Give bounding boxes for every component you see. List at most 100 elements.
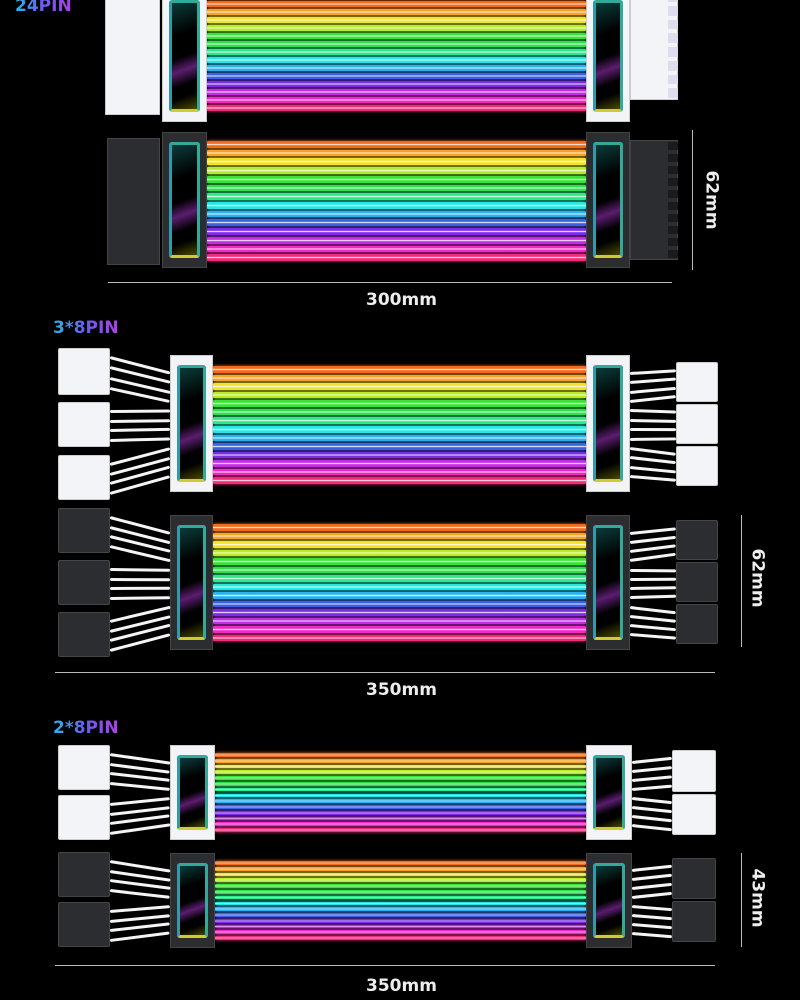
- rgb-stripe: [213, 524, 586, 531]
- pcie-connector: [58, 795, 110, 840]
- sleeved-wire: [109, 782, 171, 792]
- connector-pin: [668, 0, 678, 2]
- rgb-stripe: [215, 918, 586, 923]
- rgb-stripe: [213, 434, 586, 442]
- rgb-light-window: [177, 365, 206, 482]
- sleeved-wire: [631, 784, 673, 792]
- rgb-stripe: [215, 822, 586, 827]
- rgb-stripe: [215, 930, 586, 935]
- sleeved-wire: [109, 762, 171, 774]
- sleeved-wire: [629, 568, 677, 572]
- sleeved-wire: [629, 544, 677, 554]
- sleeved-wire: [629, 586, 677, 591]
- rgb-stripe: [207, 49, 586, 55]
- rgb-stripe: [207, 57, 586, 63]
- sleeved-wire: [631, 931, 673, 938]
- rgb-light-window: [169, 0, 200, 112]
- rgb-stripe: [213, 408, 586, 416]
- sleeved-wire: [629, 447, 677, 456]
- pcie-connector: [58, 902, 110, 947]
- rgb-stripe: [215, 799, 586, 804]
- pcie-connector: [676, 404, 718, 444]
- rgb-stripe: [215, 781, 586, 786]
- pcie-connector: [676, 446, 718, 486]
- sleeved-wire: [109, 418, 171, 423]
- rgb-light-window: [593, 863, 625, 938]
- rgb-light-window: [593, 755, 625, 830]
- sleeved-wire: [109, 567, 171, 572]
- sleeved-wire: [629, 535, 677, 544]
- connector-pin: [668, 33, 678, 43]
- sleeved-wire: [631, 874, 673, 882]
- rgb-stripe: [215, 753, 586, 757]
- connector-pin: [668, 60, 678, 71]
- sleeved-wire: [629, 377, 677, 385]
- rgb-light-window: [177, 755, 208, 830]
- rgb-light-window: [593, 365, 623, 482]
- sleeved-wire: [109, 587, 171, 591]
- sleeved-wire: [629, 395, 677, 403]
- section-label-2x8pin: 2*8PIN: [53, 718, 119, 738]
- pcie-connector: [672, 794, 716, 835]
- rgb-stripe: [215, 872, 586, 877]
- rgb-stripe: [213, 532, 586, 539]
- sleeved-wire: [109, 922, 171, 933]
- sleeved-wire: [629, 465, 677, 474]
- rgb-stripe: [213, 366, 586, 373]
- rgb-stripe: [213, 549, 586, 556]
- rgb-stripe: [213, 417, 586, 424]
- rgb-stripe: [215, 810, 586, 815]
- atx-connector: [107, 138, 160, 265]
- pcie-connector: [672, 858, 716, 899]
- height-dimension-24pin: 62mm: [701, 170, 722, 230]
- rgb-stripe: [213, 609, 586, 616]
- rgb-stripe: [213, 583, 586, 590]
- connector-pin: [668, 238, 678, 246]
- sleeved-wire: [629, 605, 677, 614]
- rgb-stripe: [213, 592, 586, 599]
- rgb-stripe: [207, 228, 586, 235]
- connector-pin: [668, 47, 678, 57]
- connector-pin: [668, 74, 678, 85]
- connector-pin: [668, 142, 678, 150]
- sleeved-wire: [629, 577, 677, 581]
- rgb-stripe: [207, 9, 586, 15]
- pcie-connector: [672, 901, 716, 942]
- pcie-connector: [676, 604, 718, 644]
- rgb-stripe: [207, 175, 586, 183]
- rgb-stripe: [207, 65, 586, 71]
- rgb-stripe: [215, 913, 586, 917]
- sleeved-wire: [629, 368, 677, 375]
- sleeved-wire: [109, 577, 171, 581]
- rgb-stripe: [213, 391, 586, 399]
- rgb-stripe: [207, 33, 586, 39]
- connector-pin: [668, 178, 678, 186]
- sleeved-wire: [631, 775, 673, 783]
- rgb-stripe: [207, 149, 586, 157]
- rgb-stripe: [215, 866, 586, 871]
- sleeved-wire: [109, 515, 171, 535]
- rgb-stripe: [207, 89, 586, 95]
- sleeved-wire: [109, 752, 171, 765]
- sleeved-wire: [629, 386, 677, 394]
- sleeved-wire: [631, 882, 673, 891]
- rgb-stripe: [215, 907, 586, 912]
- sleeved-wire: [629, 526, 677, 535]
- rgb-stripe: [207, 141, 586, 148]
- pcie-connector: [676, 562, 718, 602]
- sleeved-wire: [631, 904, 673, 912]
- rgb-stripe: [215, 770, 586, 775]
- rgb-stripe: [213, 477, 586, 484]
- rgb-stripe: [207, 158, 586, 166]
- sleeved-wire: [109, 596, 171, 601]
- rgb-stripe: [207, 210, 586, 218]
- rgb-stripe: [207, 202, 586, 209]
- section-label-24pin: 24PIN: [15, 0, 72, 16]
- height-dimension-3x8pin: 62mm: [747, 548, 768, 608]
- sleeved-wire: [629, 614, 677, 623]
- sleeved-wire: [629, 553, 677, 563]
- rgb-stripe: [213, 626, 586, 633]
- height-dimension-line: [692, 130, 693, 270]
- sleeved-wire: [631, 913, 673, 921]
